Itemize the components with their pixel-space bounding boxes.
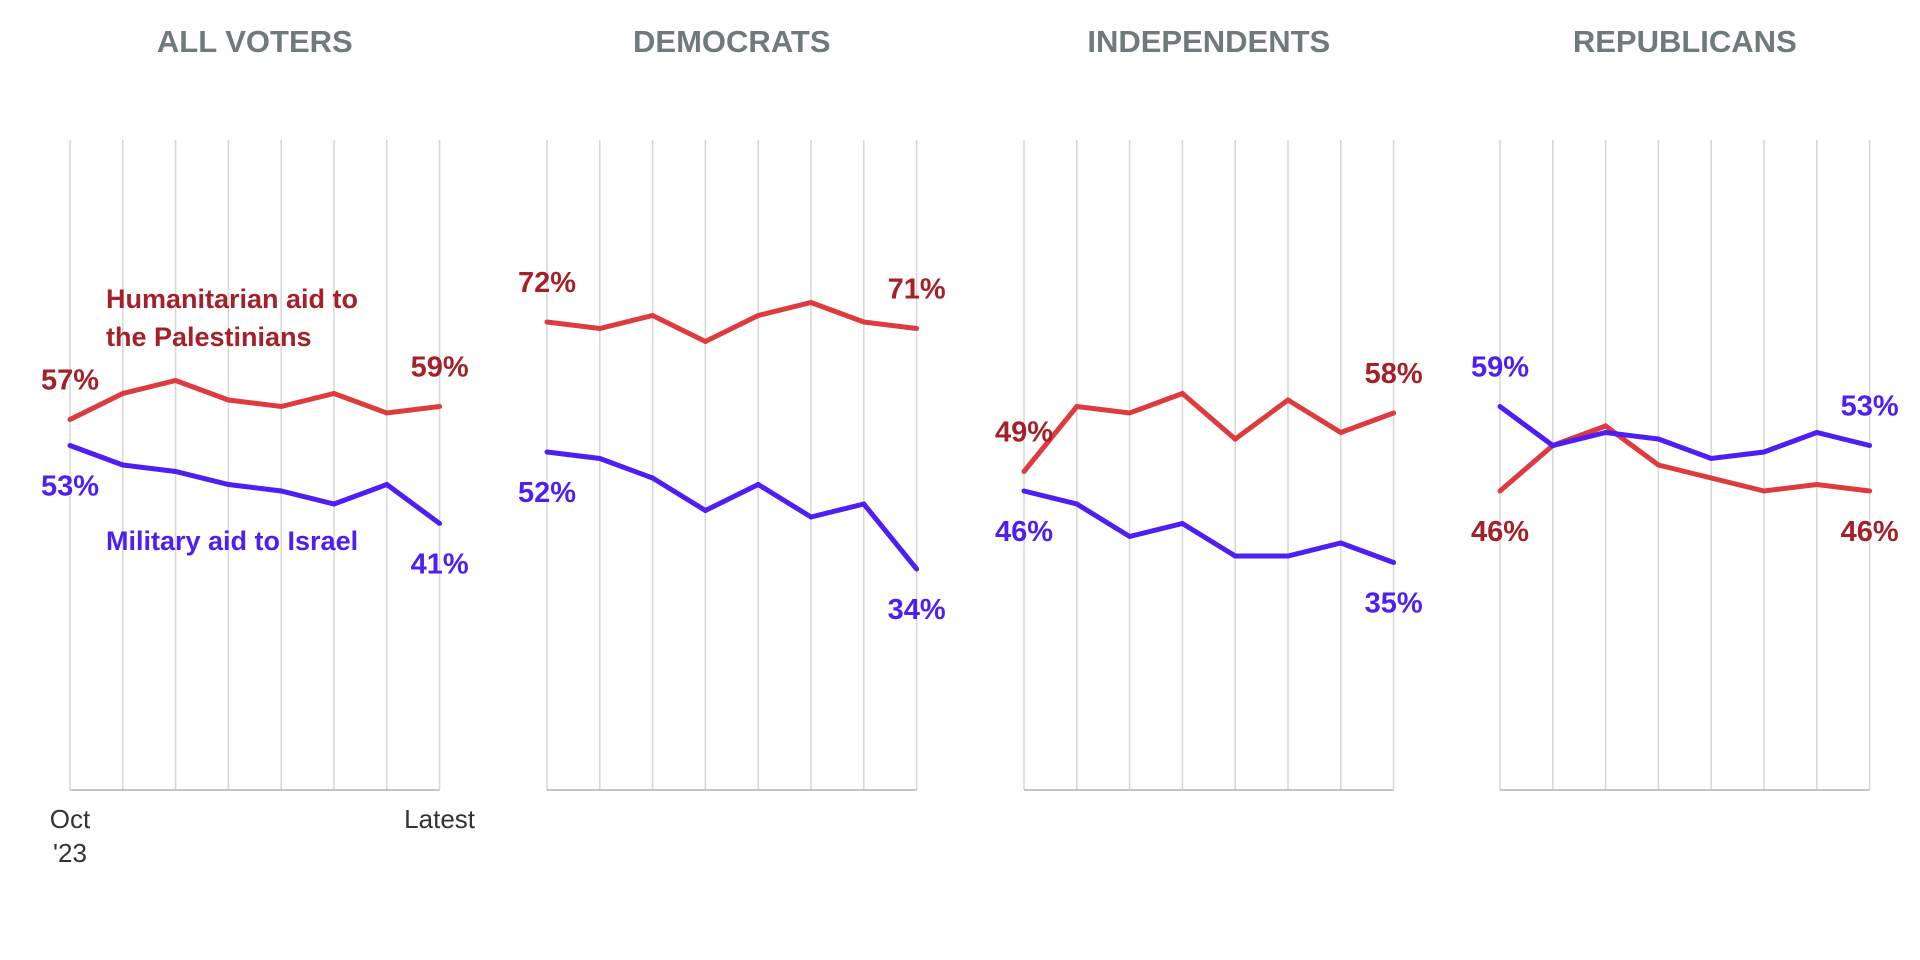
data-point-humanitarian bbox=[1127, 410, 1133, 416]
data-point-military bbox=[1391, 560, 1397, 565]
legend-label-humanitarian: the Palestinians bbox=[106, 322, 312, 352]
data-point-military bbox=[1021, 488, 1027, 494]
data-point-humanitarian bbox=[331, 391, 337, 396]
data-point-military bbox=[1550, 443, 1556, 448]
data-point-military bbox=[120, 462, 126, 468]
data-label-start-military: 53% bbox=[41, 471, 99, 503]
data-point-humanitarian bbox=[1867, 488, 1873, 494]
data-point-humanitarian bbox=[702, 339, 708, 344]
data-point-humanitarian bbox=[597, 326, 603, 331]
data-point-humanitarian bbox=[1391, 410, 1397, 416]
data-point-military bbox=[755, 482, 761, 487]
data-point-military bbox=[173, 469, 179, 474]
data-label-end-military: 53% bbox=[1841, 391, 1899, 423]
data-point-military bbox=[861, 501, 867, 507]
data-label-start-military: 59% bbox=[1471, 352, 1529, 384]
data-point-military bbox=[437, 521, 443, 526]
panel-title: REPUBLICANS bbox=[1573, 24, 1797, 59]
data-point-humanitarian bbox=[1497, 488, 1503, 494]
series-line-military bbox=[1023, 488, 1395, 565]
data-point-humanitarian bbox=[1179, 391, 1185, 396]
data-label-start-humanitarian: 46% bbox=[1471, 516, 1529, 548]
data-point-humanitarian bbox=[1814, 482, 1820, 487]
data-point-military bbox=[544, 449, 550, 455]
data-label-start-humanitarian: 72% bbox=[518, 267, 576, 299]
data-point-humanitarian bbox=[1232, 436, 1238, 442]
series-line-military bbox=[1498, 404, 1871, 462]
panel-title: DEMOCRATS bbox=[633, 24, 830, 59]
data-point-humanitarian bbox=[1285, 397, 1291, 403]
data-point-military bbox=[331, 501, 337, 507]
data-point-military bbox=[808, 514, 814, 520]
data-point-humanitarian bbox=[67, 417, 73, 422]
data-point-military bbox=[1285, 553, 1291, 559]
data-point-military bbox=[1497, 404, 1503, 409]
data-point-humanitarian bbox=[650, 313, 656, 318]
data-point-military bbox=[650, 475, 656, 481]
data-point-humanitarian bbox=[1655, 462, 1661, 468]
data-point-humanitarian bbox=[1761, 488, 1767, 494]
data-point-humanitarian bbox=[120, 391, 126, 396]
data-label-start-military: 46% bbox=[995, 516, 1053, 548]
x-tick-label-end: Latest bbox=[404, 804, 476, 834]
panel-title: ALL VOTERS bbox=[157, 24, 353, 59]
data-point-humanitarian bbox=[384, 410, 390, 416]
data-point-military bbox=[1708, 456, 1714, 461]
data-point-humanitarian bbox=[861, 319, 867, 325]
data-point-military bbox=[384, 482, 390, 487]
data-label-end-humanitarian: 58% bbox=[1365, 358, 1423, 390]
data-point-humanitarian bbox=[225, 397, 231, 403]
x-tick-label-start: '23 bbox=[53, 838, 87, 868]
series-line-humanitarian bbox=[546, 299, 917, 345]
data-label-end-military: 34% bbox=[888, 594, 946, 626]
data-point-humanitarian bbox=[173, 378, 179, 383]
data-point-humanitarian bbox=[755, 313, 761, 318]
data-point-humanitarian bbox=[1074, 404, 1080, 409]
data-point-military bbox=[1867, 443, 1873, 448]
data-point-military bbox=[278, 488, 284, 494]
data-point-military bbox=[1655, 436, 1661, 442]
data-label-end-military: 35% bbox=[1365, 588, 1423, 620]
data-point-humanitarian bbox=[278, 404, 284, 409]
data-label-start-humanitarian: 49% bbox=[995, 417, 1053, 449]
data-label-start-military: 52% bbox=[518, 477, 576, 509]
data-point-humanitarian bbox=[808, 300, 814, 305]
data-point-military bbox=[597, 456, 603, 461]
data-point-military bbox=[1127, 534, 1133, 539]
data-point-military bbox=[1338, 540, 1344, 546]
data-point-humanitarian bbox=[1603, 423, 1609, 429]
data-label-end-humanitarian: 59% bbox=[411, 352, 469, 384]
series-line-military bbox=[546, 449, 919, 571]
x-tick-label-start: Oct bbox=[50, 804, 91, 834]
data-point-military bbox=[1603, 430, 1609, 435]
data-point-military bbox=[1074, 501, 1080, 507]
legend-label-humanitarian: Humanitarian aid to bbox=[106, 284, 358, 314]
data-point-military bbox=[1179, 521, 1185, 526]
data-label-end-military: 41% bbox=[411, 549, 469, 581]
data-point-humanitarian bbox=[1021, 469, 1027, 474]
data-point-humanitarian bbox=[1338, 430, 1344, 435]
data-label-end-humanitarian: 71% bbox=[888, 274, 946, 306]
data-point-military bbox=[225, 482, 231, 487]
data-point-military bbox=[1814, 430, 1820, 435]
data-point-humanitarian bbox=[1708, 475, 1714, 481]
series-line-military bbox=[69, 443, 442, 526]
panel-title: INDEPENDENTS bbox=[1087, 24, 1330, 59]
data-point-military bbox=[702, 508, 708, 513]
data-point-military bbox=[67, 443, 73, 448]
data-point-humanitarian bbox=[437, 404, 443, 409]
data-point-humanitarian bbox=[544, 319, 550, 325]
data-label-end-humanitarian: 46% bbox=[1841, 516, 1899, 548]
data-label-start-humanitarian: 57% bbox=[41, 365, 99, 397]
data-point-humanitarian bbox=[914, 326, 920, 331]
series-line-humanitarian bbox=[68, 377, 440, 422]
legend-label-military: Military aid to Israel bbox=[106, 526, 358, 556]
data-point-military bbox=[1232, 553, 1238, 559]
data-point-military bbox=[1761, 449, 1767, 455]
series-line-humanitarian bbox=[1022, 390, 1395, 474]
data-point-military bbox=[914, 566, 920, 572]
